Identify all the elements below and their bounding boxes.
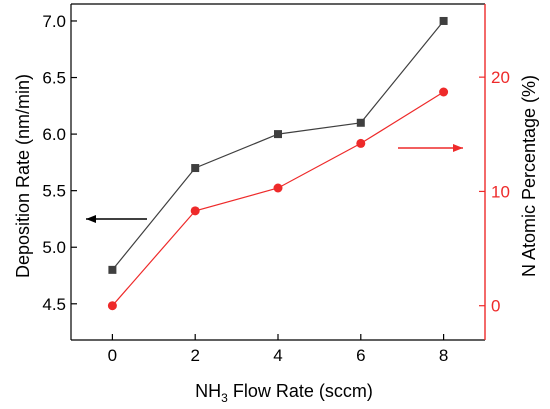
data-point-square: [108, 265, 117, 274]
series-layer: [86, 16, 463, 311]
left-axis-arrow-head: [86, 215, 96, 223]
data-point-square: [191, 164, 200, 173]
x-tick-label: 0: [108, 346, 117, 365]
labels-layer: Deposition Rate (nm/min) N Atomic Percen…: [13, 74, 539, 405]
data-point-square: [439, 16, 448, 25]
x-tick-label: 4: [273, 346, 282, 365]
series-1-line: [111, 91, 444, 307]
y-right-axis-title: N Atomic Percentage (%): [519, 75, 539, 277]
x-tick-label: 8: [439, 346, 448, 365]
series-0-line: [111, 20, 445, 271]
right-axis-arrow-head: [453, 144, 463, 152]
x-tick-label: 6: [356, 346, 365, 365]
y-right-tick-label: 20: [491, 68, 510, 87]
x-tick-label: 2: [190, 346, 199, 365]
data-point-circle: [439, 87, 449, 97]
y-left-tick-label: 5.5: [42, 182, 66, 201]
y-left-tick-label: 4.5: [42, 295, 66, 314]
y-left-tick-label: 5.0: [42, 238, 66, 257]
y-right-tick-label: 0: [491, 297, 500, 316]
y-left-axis-title: Deposition Rate (nm/min): [13, 74, 33, 278]
data-point-square: [356, 118, 365, 127]
x-axis-title-rest: Flow Rate (sccm): [228, 381, 373, 401]
y-left-tick-label: 6.0: [42, 125, 66, 144]
x-axis-title: NH3 Flow Rate (sccm): [195, 381, 373, 405]
y-right-tick-label: 10: [491, 182, 510, 201]
y-left-tick-label: 7.0: [42, 12, 66, 31]
x-axis-title-main: NH: [195, 381, 221, 401]
data-point-circle: [190, 206, 200, 216]
y-left-tick-label: 6.5: [42, 69, 66, 88]
data-point-circle: [273, 183, 283, 193]
data-point-circle: [356, 138, 366, 148]
x-axis-title-sub: 3: [221, 391, 228, 405]
axes-layer: 0 2 4 6 8 4.5 5.0 5.5 6.0 6.5 7.0 0 10 20: [42, 3, 510, 365]
data-point-circle: [107, 301, 117, 311]
data-point-square: [274, 130, 282, 139]
